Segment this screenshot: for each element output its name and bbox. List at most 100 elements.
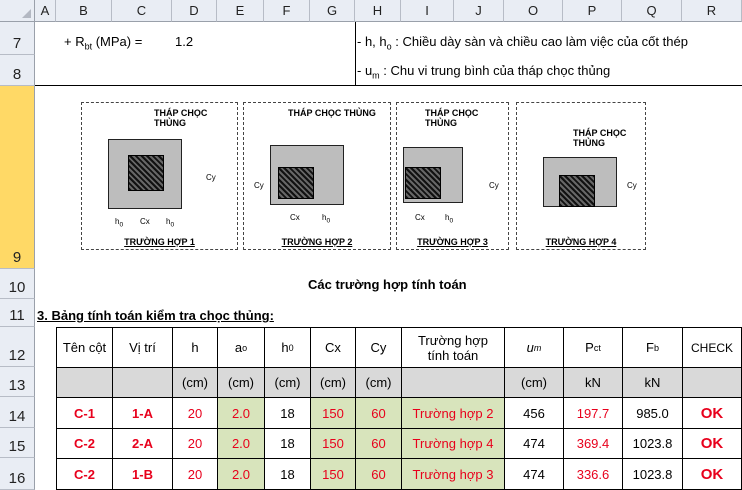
column-header-r[interactable]: R bbox=[682, 0, 742, 22]
rbt-label: + Rbt (MPa) = bbox=[64, 34, 143, 52]
dim-cx: Cx bbox=[140, 217, 150, 226]
cell-cy[interactable]: 60 bbox=[355, 458, 402, 490]
row-header-10[interactable]: 10 bbox=[0, 269, 35, 299]
cell-h[interactable]: 20 bbox=[172, 397, 218, 429]
row-header-8[interactable]: 8 bbox=[0, 55, 35, 86]
column-header-i[interactable]: I bbox=[401, 0, 454, 22]
header-h: h bbox=[172, 327, 218, 368]
diagram-title: THÁP CHỌC THỦNG bbox=[288, 108, 376, 118]
header-check: CHECK bbox=[682, 327, 742, 368]
unit-ao: (cm) bbox=[217, 367, 265, 398]
cell-h0[interactable]: 18 bbox=[264, 397, 311, 429]
vertical-divider bbox=[355, 22, 356, 86]
units-cell bbox=[112, 367, 173, 398]
diagram-caption: TRƯỜNG HỢP 3 bbox=[417, 237, 488, 247]
cell-pct[interactable]: 369.4 bbox=[563, 428, 623, 459]
cell-ao[interactable]: 2.0 bbox=[217, 397, 265, 429]
cell-h[interactable]: 20 bbox=[172, 458, 218, 490]
cell-case[interactable]: Trường hợp 4 bbox=[401, 428, 505, 459]
table-heading: 3. Bảng tính toán kiểm tra chọc thủng: bbox=[37, 308, 274, 323]
cell-fb[interactable]: 985.0 bbox=[622, 397, 683, 429]
header-cx: Cx bbox=[310, 327, 356, 368]
column-section bbox=[405, 167, 441, 199]
unit-um: (cm) bbox=[504, 367, 564, 398]
dim-cx: Cx bbox=[415, 213, 425, 222]
cases-caption: Các trường hợp tính toán bbox=[308, 277, 467, 292]
cell-vi-tri[interactable]: 1-A bbox=[112, 397, 173, 429]
column-header-c[interactable]: C bbox=[112, 0, 172, 22]
cell-pct[interactable]: 336.6 bbox=[563, 458, 623, 490]
column-header-o[interactable]: O bbox=[504, 0, 563, 22]
cell-ten-cot[interactable]: C-2 bbox=[56, 458, 113, 490]
column-header-f[interactable]: F bbox=[264, 0, 310, 22]
cell-ao[interactable]: 2.0 bbox=[217, 458, 265, 490]
diagram-title: THÁP CHỌC THỦNG bbox=[425, 108, 479, 128]
cell-case[interactable]: Trường hợp 2 bbox=[401, 397, 505, 429]
column-header-q[interactable]: Q bbox=[622, 0, 682, 22]
row-header-7[interactable]: 7 bbox=[0, 22, 35, 55]
column-header-b[interactable]: B bbox=[56, 0, 112, 22]
cell-cy[interactable]: 60 bbox=[355, 397, 402, 429]
unit-fb: kN bbox=[622, 367, 683, 398]
unit-h0: (cm) bbox=[264, 367, 311, 398]
header-truong-hop: Trường hợp tính toán bbox=[401, 327, 505, 368]
diagram-caption: TRƯỜNG HỢP 4 bbox=[545, 237, 617, 247]
column-header-g[interactable]: G bbox=[310, 0, 355, 22]
cell-cx[interactable]: 150 bbox=[310, 397, 356, 429]
cell-cy[interactable]: 60 bbox=[355, 428, 402, 459]
column-header-d[interactable]: D bbox=[172, 0, 217, 22]
cell-ao[interactable]: 2.0 bbox=[217, 428, 265, 459]
cell-check[interactable]: OK bbox=[682, 428, 742, 459]
cell-ten-cot[interactable]: C-1 bbox=[56, 397, 113, 429]
diagram-caption: TRƯỜNG HỢP 1 bbox=[124, 237, 195, 247]
cell-fb[interactable]: 1023.8 bbox=[622, 458, 683, 490]
unit-pct: kN bbox=[563, 367, 623, 398]
dim-h0: h0 bbox=[445, 213, 454, 225]
diagram-case-3: THÁP CHỌC THỦNG Cx h0 Cy TRƯỜNG HỢP 3 bbox=[396, 102, 509, 250]
rbt-value[interactable]: 1.2 bbox=[175, 34, 194, 49]
column-section bbox=[128, 155, 164, 191]
cell-case[interactable]: Trường hợp 3 bbox=[401, 458, 505, 490]
select-all-corner[interactable] bbox=[0, 0, 35, 22]
diagram-title: THÁP CHỌC THỦNG bbox=[573, 128, 627, 148]
cell-cx[interactable]: 150 bbox=[310, 458, 356, 490]
cell-fb[interactable]: 1023.8 bbox=[622, 428, 683, 459]
row-header-15[interactable]: 15 bbox=[0, 428, 35, 458]
cell-cx[interactable]: 150 bbox=[310, 428, 356, 459]
cell-pct[interactable]: 197.7 bbox=[563, 397, 623, 429]
unit-cx: (cm) bbox=[310, 367, 356, 398]
cell-um[interactable]: 456 bbox=[504, 397, 564, 429]
h-ho-note: - h, ho : Chiều dày sàn và chiều cao làm… bbox=[357, 34, 688, 52]
units-cell bbox=[682, 367, 742, 398]
row-header-11[interactable]: 11 bbox=[0, 299, 35, 327]
cell-ten-cot[interactable]: C-2 bbox=[56, 428, 113, 459]
um-note: - um : Chu vi trung bình của tháp chọc t… bbox=[357, 63, 611, 81]
row-header-12[interactable]: 12 bbox=[0, 327, 35, 367]
row-header-14[interactable]: 14 bbox=[0, 397, 35, 428]
cell-um[interactable]: 474 bbox=[504, 458, 564, 490]
horizontal-divider bbox=[35, 85, 742, 86]
row-header-9[interactable]: 9 bbox=[0, 86, 35, 269]
cell-vi-tri[interactable]: 1-B bbox=[112, 458, 173, 490]
diagram-case-2: THÁP CHỌC THỦNG Cx h0 Cy TRƯỜNG HỢP 2 bbox=[243, 102, 391, 250]
cell-h0[interactable]: 18 bbox=[264, 458, 311, 490]
column-header-e[interactable]: E bbox=[217, 0, 264, 22]
row-header-16[interactable]: 16 bbox=[0, 458, 35, 490]
column-header-a[interactable]: A bbox=[35, 0, 56, 22]
dim-h0: h0 bbox=[115, 217, 124, 229]
dim-cy: Cy bbox=[489, 181, 499, 190]
row-header-13[interactable]: 13 bbox=[0, 367, 35, 397]
column-header-j[interactable]: J bbox=[454, 0, 504, 22]
column-header-p[interactable]: P bbox=[563, 0, 622, 22]
cell-check[interactable]: OK bbox=[682, 397, 742, 429]
column-header-h[interactable]: H bbox=[355, 0, 401, 22]
cell-h[interactable]: 20 bbox=[172, 428, 218, 459]
cell-vi-tri[interactable]: 2-A bbox=[112, 428, 173, 459]
cell-check[interactable]: OK bbox=[682, 458, 742, 490]
unit-h: (cm) bbox=[172, 367, 218, 398]
cell-um[interactable]: 474 bbox=[504, 428, 564, 459]
cell-h0[interactable]: 18 bbox=[264, 428, 311, 459]
